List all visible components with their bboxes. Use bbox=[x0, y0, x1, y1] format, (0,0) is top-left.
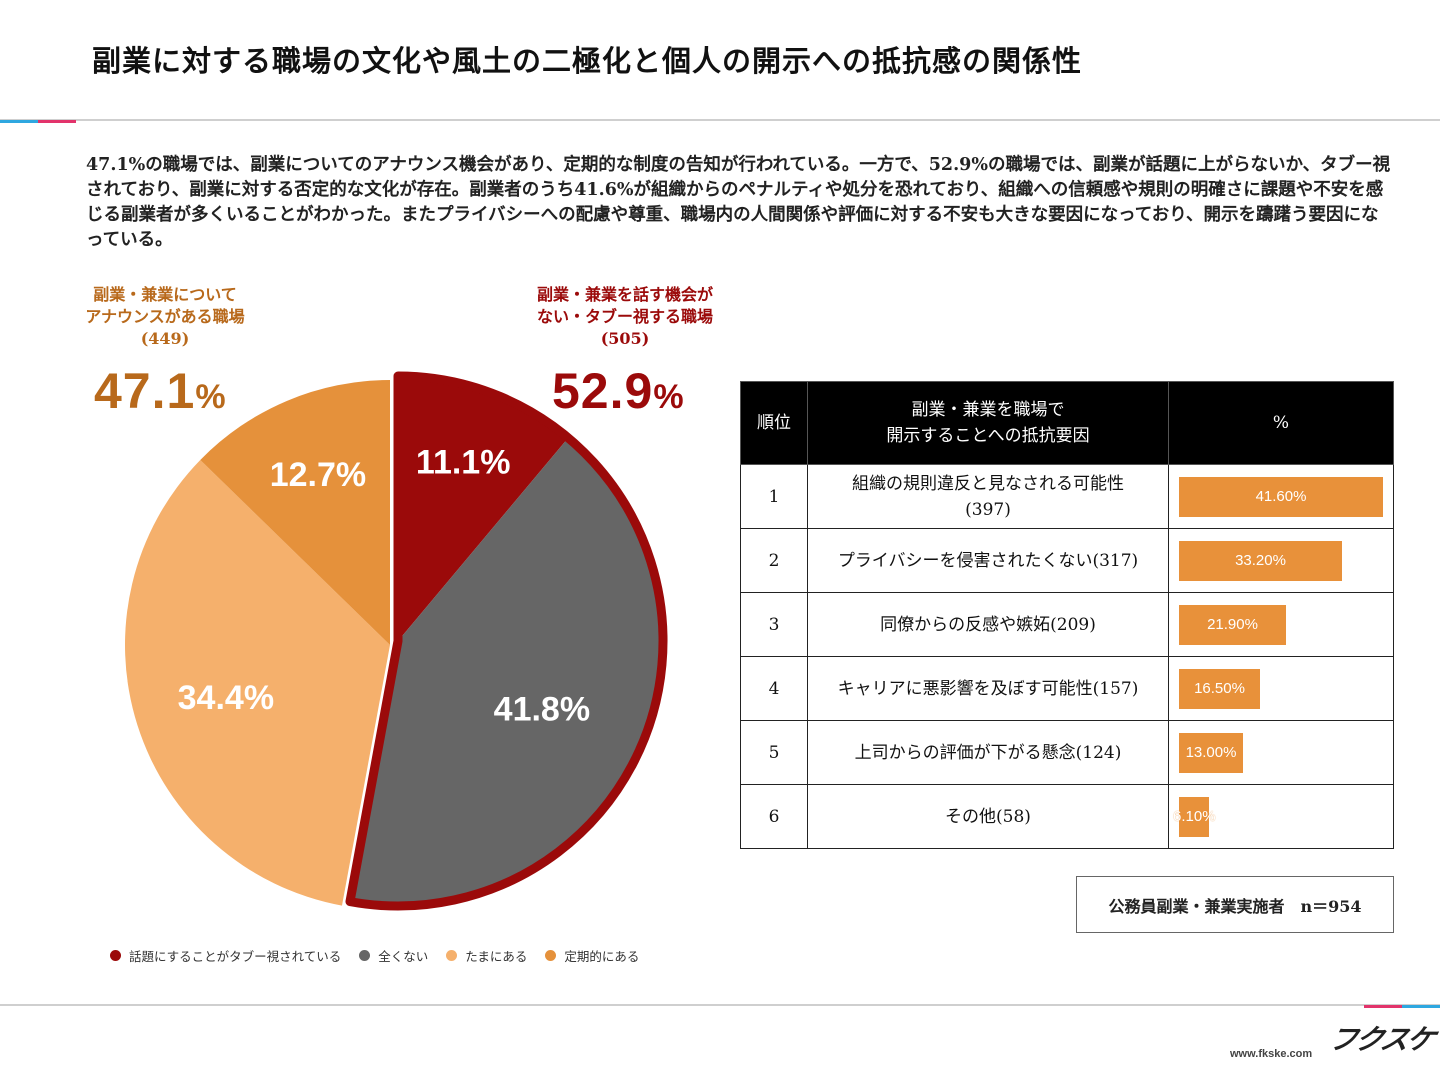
row-factor: その他(58) bbox=[807, 784, 1169, 849]
group-percent-announce: 47.1% bbox=[94, 362, 227, 420]
group-percent-announce-value: 47.1 bbox=[94, 363, 196, 419]
row-bar-cell: 33.20% bbox=[1168, 528, 1394, 593]
group-label-taboo-line2: ない・タブー視する職場 bbox=[536, 307, 713, 326]
legend-item-never: 全くない bbox=[359, 946, 428, 965]
pie-label-sometimes: 34.4% bbox=[178, 679, 274, 717]
page-title: 副業に対する職場の文化や風土の二極化と個人の開示への抵抗感の関係性 bbox=[92, 44, 1083, 78]
row-bar-cell: 16.50% bbox=[1168, 656, 1394, 721]
legend-dot-regularly bbox=[545, 950, 557, 961]
legend-item-taboo: 話題にすることがタブー視されている bbox=[110, 946, 341, 965]
row-rank: 2 bbox=[740, 528, 808, 593]
header-accent bbox=[0, 120, 76, 123]
legend-label-regularly: 定期的にある bbox=[564, 949, 640, 964]
row-bar-label: 21.90% bbox=[1207, 615, 1258, 633]
legend-item-sometimes: たまにある bbox=[446, 946, 527, 965]
group-percent-announce-unit: % bbox=[195, 378, 227, 416]
header-percent: % bbox=[1168, 381, 1394, 465]
row-bar: 6.10% bbox=[1173, 796, 1216, 837]
header-rank: 順位 bbox=[740, 381, 808, 465]
pie-slice-taboo bbox=[398, 376, 569, 641]
group-percent-taboo-unit: % bbox=[653, 378, 685, 416]
footer-accent bbox=[1364, 1005, 1440, 1008]
legend-dot-never bbox=[359, 950, 371, 961]
table-row: 5 上司からの評価が下がる懸念(124) 13.00% bbox=[740, 720, 1394, 785]
legend-dot-taboo bbox=[110, 950, 121, 961]
table-row: 4 キャリアに悪影響を及ぼす可能性(157) 16.50% bbox=[740, 656, 1394, 721]
row-bar: 13.00% bbox=[1179, 732, 1243, 773]
row-bar-cell: 21.90% bbox=[1168, 592, 1394, 657]
row-bar: 16.50% bbox=[1179, 668, 1260, 709]
row-bar-label: 13.00% bbox=[1185, 743, 1237, 761]
row-factor-text: 組織の規則違反と見なされる可能性 bbox=[852, 473, 1124, 494]
footer-divider bbox=[0, 1004, 1440, 1006]
row-bar-cell: 6.10% bbox=[1168, 784, 1394, 849]
group-label-taboo: 副業・兼業を話す機会が ない・タブー視する職場 (505) bbox=[505, 284, 745, 350]
row-rank: 4 bbox=[740, 656, 808, 721]
row-bar-cell: 13.00% bbox=[1168, 720, 1394, 785]
header-factor-line2: 開示することへの抵抗要因 bbox=[886, 426, 1090, 446]
table-row: 1 組織の規則違反と見なされる可能性 (397) 41.60% bbox=[740, 464, 1394, 529]
group-label-announce-line1: 副業・兼業について bbox=[93, 285, 237, 304]
group-label-announce: 副業・兼業について アナウンスがある職場 (449) bbox=[50, 284, 280, 350]
group-label-announce-line2: アナウンスがある職場 bbox=[85, 307, 245, 326]
row-bar-label: 16.50% bbox=[1194, 679, 1245, 697]
row-rank: 1 bbox=[740, 464, 808, 529]
row-bar-cell: 41.60% bbox=[1168, 464, 1394, 529]
row-bar-label: 6.10% bbox=[1173, 807, 1216, 825]
brand-logo: フクスケ bbox=[1326, 1023, 1437, 1056]
header-factor-line1: 副業・兼業を職場で bbox=[911, 400, 1065, 420]
row-factor: 同僚からの反感や嫉妬(209) bbox=[807, 592, 1169, 657]
row-rank: 6 bbox=[740, 784, 808, 849]
group-percent-taboo: 52.9% bbox=[552, 362, 685, 420]
group-label-taboo-line1: 副業・兼業を話す機会が bbox=[536, 285, 713, 304]
group-label-announce-count: (449) bbox=[140, 329, 190, 348]
row-bar: 21.90% bbox=[1179, 604, 1286, 645]
pie-slice-sometimes bbox=[124, 459, 390, 906]
header-factor: 副業・兼業を職場で 開示することへの抵抗要因 bbox=[807, 381, 1169, 465]
row-bar: 33.20% bbox=[1179, 540, 1342, 581]
row-bar-label: 41.60% bbox=[1255, 487, 1307, 505]
group-percent-taboo-value: 52.9 bbox=[552, 363, 654, 419]
resistance-factors-table: 順位 副業・兼業を職場で 開示することへの抵抗要因 % 1 組織の規則違反と見な… bbox=[740, 381, 1394, 849]
pie-legend: 話題にすることがタブー視されている 全くない たまにある 定期的にある bbox=[110, 946, 639, 965]
row-factor: 上司からの評価が下がる懸念(124) bbox=[807, 720, 1169, 785]
description-text: 47.1%の職場では、副業についてのアナウンス機会があり、定期的な制度の告知が行… bbox=[86, 155, 1391, 250]
row-factor: キャリアに悪影響を及ぼす可能性(157) bbox=[807, 656, 1169, 721]
legend-dot-sometimes bbox=[446, 950, 458, 961]
pie-label-taboo: 11.1% bbox=[416, 444, 511, 482]
row-factor: プライバシーを侵害されたくない(317) bbox=[807, 528, 1169, 593]
site-url: www.fkske.com bbox=[1230, 1048, 1313, 1060]
table-row: 6 その他(58) 6.10% bbox=[740, 784, 1394, 849]
table-row: 2 プライバシーを侵害されたくない(317) 33.20% bbox=[740, 528, 1394, 593]
table-header-row: 順位 副業・兼業を職場で 開示することへの抵抗要因 % bbox=[740, 381, 1394, 465]
legend-label-never: 全くない bbox=[378, 949, 429, 964]
pie-group-outline bbox=[345, 371, 668, 911]
header-divider bbox=[0, 119, 1440, 121]
row-rank: 5 bbox=[740, 720, 808, 785]
pie-slice-never bbox=[349, 437, 664, 906]
pie-slice-regularly bbox=[200, 380, 390, 645]
row-factor: 組織の規則違反と見なされる可能性 (397) bbox=[807, 464, 1169, 529]
row-bar-label: 33.20% bbox=[1235, 551, 1286, 569]
sample-note: 公務員副業・兼業実施者 n＝954 bbox=[1076, 876, 1394, 933]
row-rank: 3 bbox=[740, 592, 808, 657]
pie-label-never: 41.8% bbox=[494, 691, 590, 729]
legend-label-sometimes: たまにある bbox=[465, 949, 528, 964]
pie-label-regularly: 12.7% bbox=[270, 456, 366, 494]
pie-chart: 11.1% 41.8% 34.4% 12.7% bbox=[124, 371, 668, 911]
row-bar: 41.60% bbox=[1179, 476, 1383, 517]
legend-label-taboo: 話題にすることがタブー視されている bbox=[129, 949, 342, 964]
group-label-taboo-count: (505) bbox=[600, 329, 650, 348]
table-row: 3 同僚からの反感や嫉妬(209) 21.90% bbox=[740, 592, 1394, 657]
legend-item-regularly: 定期的にある bbox=[545, 946, 639, 965]
row-factor-count: (397) bbox=[965, 499, 1011, 520]
